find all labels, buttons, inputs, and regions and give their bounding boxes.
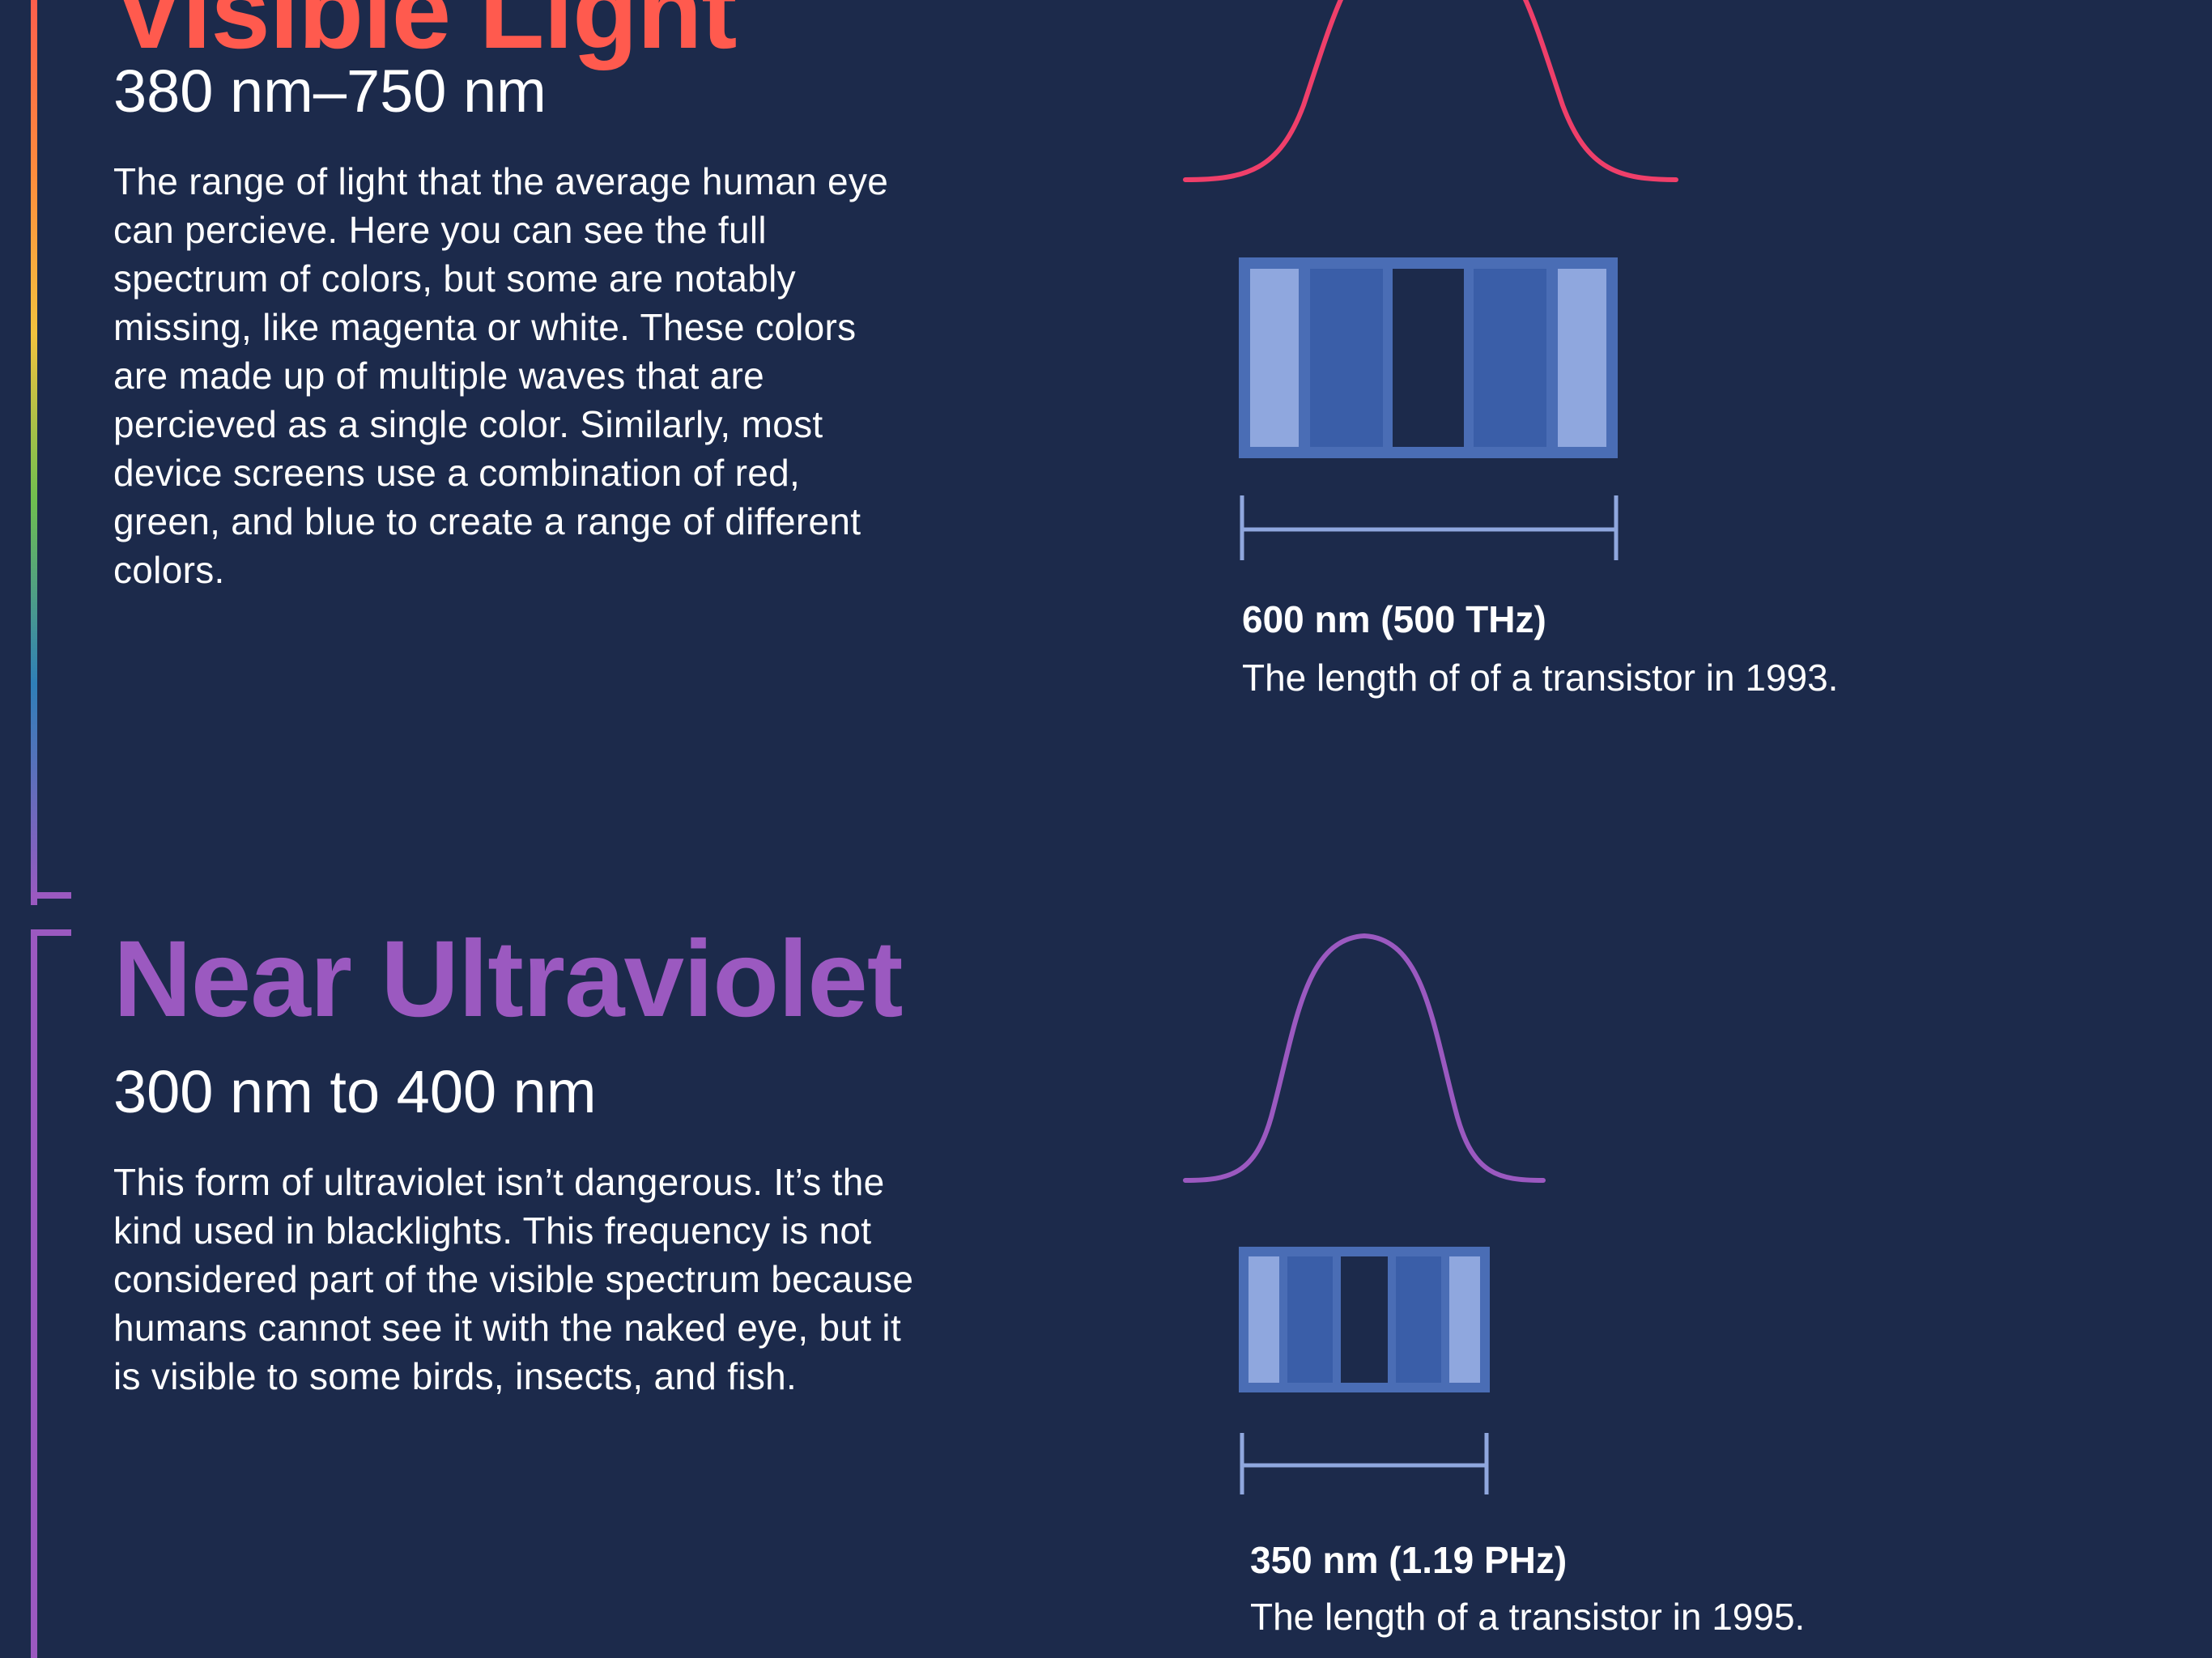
section-description-visible-light: The range of light that the average huma…: [113, 160, 889, 591]
measure-note-near-ultraviolet: The length of a transistor in 1995.: [1250, 1596, 1806, 1638]
spectrum-bar: [31, 0, 37, 905]
section-range-near-ultraviolet: 300 nm to 400 nm: [113, 1058, 597, 1125]
transistor-diagram-visible-light: [1239, 257, 1618, 458]
uv-bar: [31, 929, 37, 1658]
uv-bar-start-tick: [31, 929, 71, 936]
section-range-visible-light: 380 nm–750 nm: [113, 57, 547, 125]
section-title-near-ultraviolet: Near Ultraviolet: [113, 919, 903, 1039]
wave-icon-near-ultraviolet: [1183, 933, 1546, 1183]
section-description-near-ultraviolet: This form of ultraviolet isn’t dangerous…: [113, 1161, 914, 1397]
measure-label-near-ultraviolet: 350 nm (1.19 PHz): [1250, 1539, 1568, 1581]
measure-label-visible-light: 600 nm (500 THz): [1242, 598, 1546, 640]
transistor-diagram-near-ultraviolet: [1239, 1247, 1490, 1392]
spectrum-bar-end-tick: [31, 892, 71, 899]
ruler-near-ultraviolet: [1240, 1433, 1489, 1494]
measure-note-visible-light: The length of of a transistor in 1993.: [1242, 657, 1839, 699]
ruler-visible-light: [1240, 495, 1619, 560]
wave-icon-visible-light: [1183, 0, 1678, 182]
section-title-visible-light: Visible Light: [113, 0, 737, 70]
